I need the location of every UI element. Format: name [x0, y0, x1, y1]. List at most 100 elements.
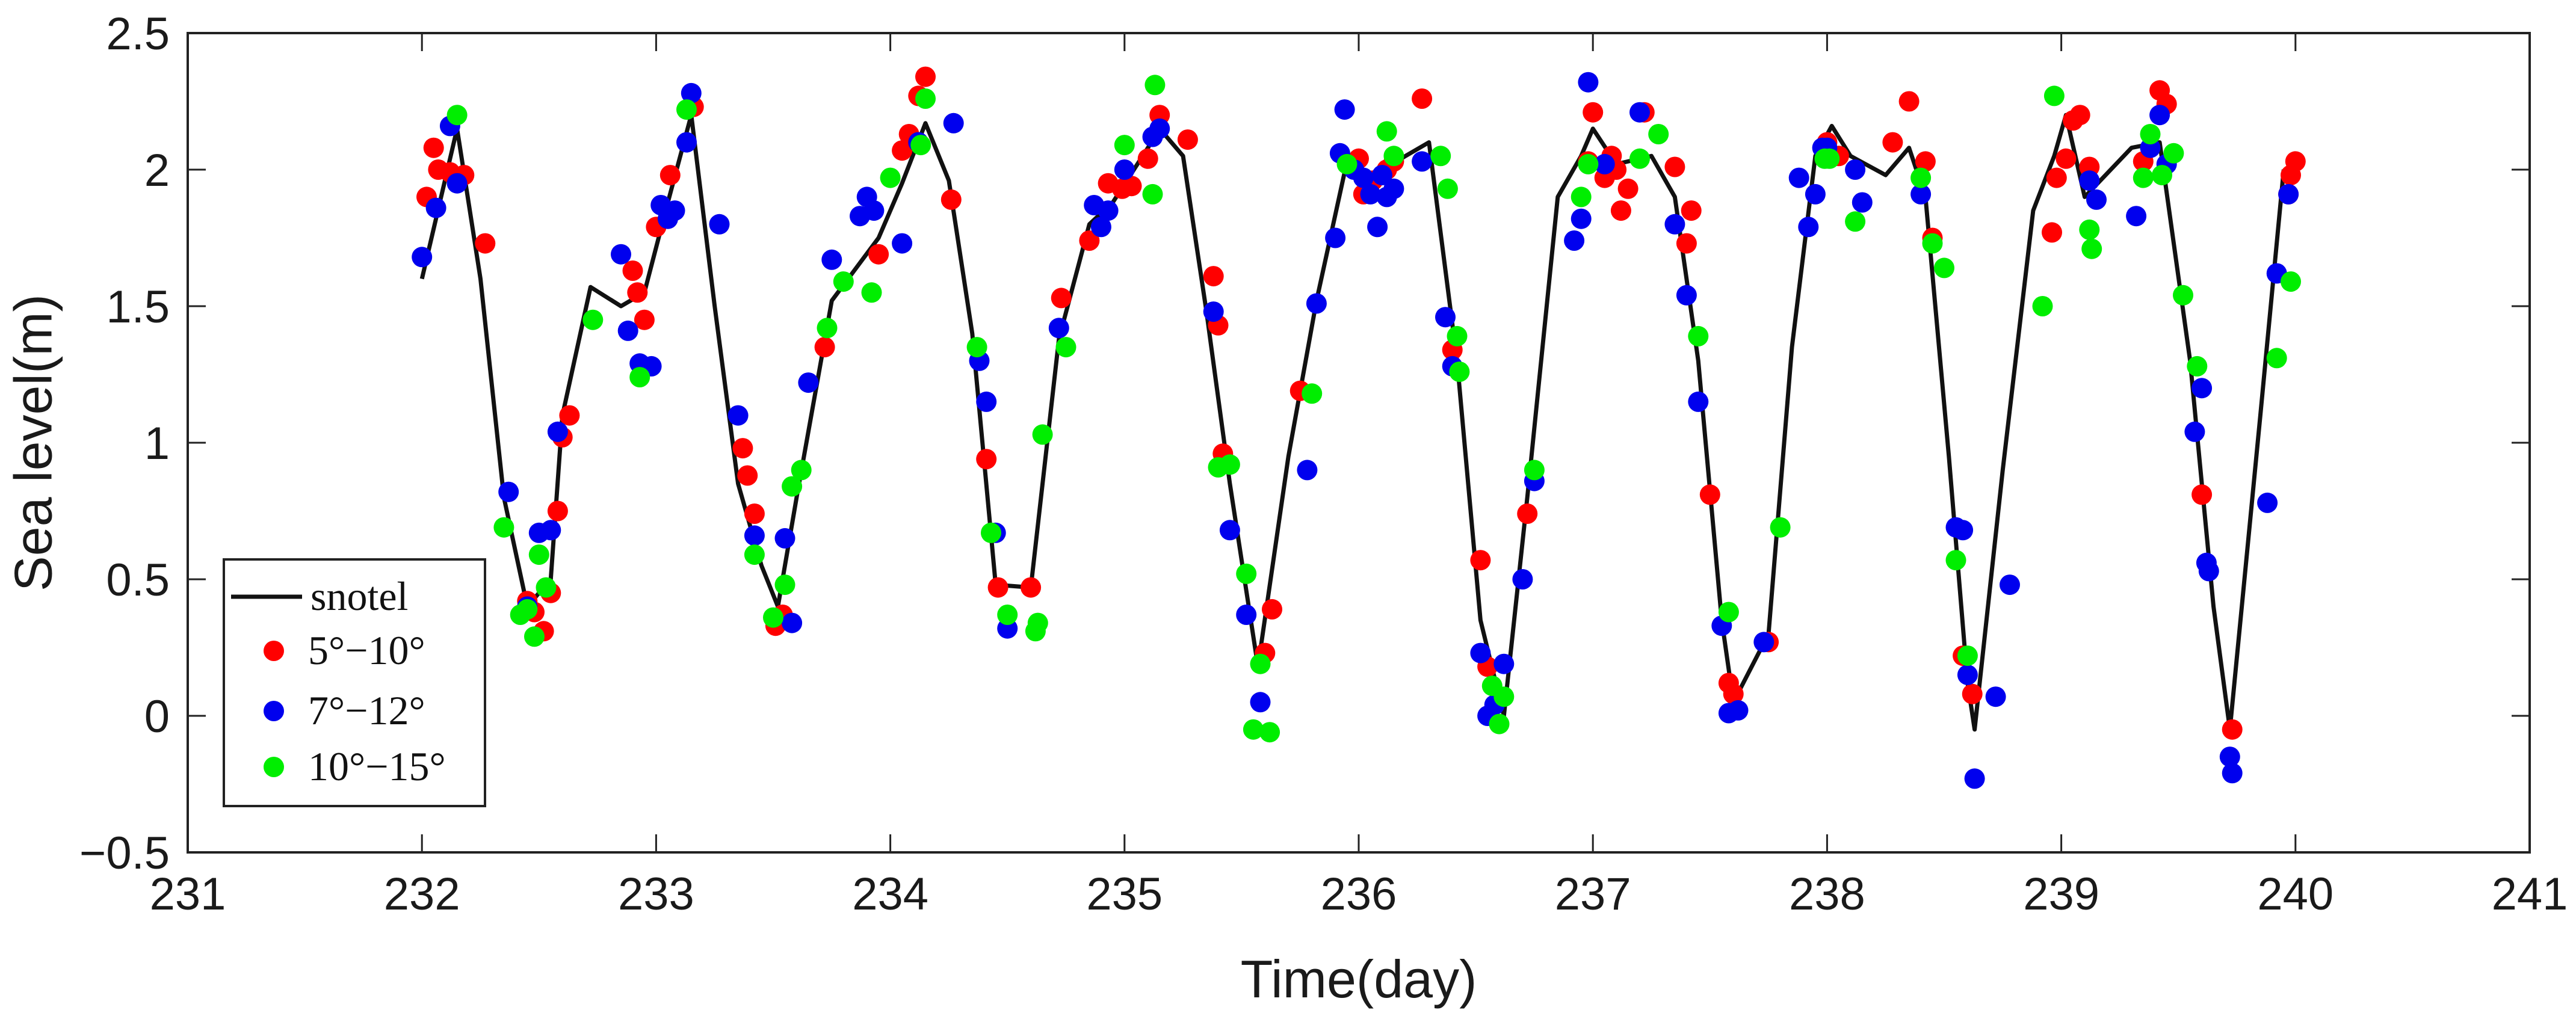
series-1-point	[892, 140, 913, 161]
series-1-point	[1664, 156, 1685, 177]
series-3-point	[1957, 645, 1978, 667]
series-1-point	[868, 244, 889, 265]
series-2-point	[1306, 293, 1327, 314]
series-2-point	[1236, 605, 1257, 625]
x-tick-label: 236	[1321, 869, 1397, 920]
series-2-point	[1334, 99, 1355, 120]
series-3-point	[1236, 563, 1257, 584]
series-3-point	[1250, 653, 1271, 674]
series-1-point	[627, 282, 648, 303]
series-3-point	[1922, 233, 1943, 254]
series-1-point	[915, 66, 936, 87]
x-tick-label: 234	[852, 869, 928, 920]
series-3-point	[1114, 135, 1135, 156]
legend-label-series-1: 5°−10°	[308, 627, 425, 673]
series-1-point	[1699, 484, 1720, 505]
series-1-point	[2042, 222, 2062, 243]
series-3-point	[861, 282, 882, 303]
series-3-point	[1383, 146, 1404, 167]
series-2-point	[2149, 105, 2170, 126]
series-2-point	[1297, 460, 1318, 481]
series-2-point	[1788, 167, 1809, 188]
series-2-point	[1805, 183, 1826, 205]
series-2-point	[2079, 170, 2100, 191]
series-2-point	[2126, 206, 2147, 227]
series-2-point	[1676, 285, 1697, 306]
series-2-point	[1629, 102, 1650, 123]
legend-box	[223, 558, 486, 807]
series-2-point	[2278, 183, 2299, 205]
series-1-point	[814, 337, 835, 358]
y-tick-label: 0	[144, 691, 170, 742]
series-3-point	[1688, 325, 1709, 346]
series-3-point	[782, 476, 803, 497]
series-3-point	[1718, 602, 1739, 623]
series-3-point	[2152, 165, 2172, 186]
series-2-point	[1852, 192, 1873, 213]
series-2-point	[2257, 492, 2278, 513]
series-2-point	[782, 612, 803, 633]
series-3-point	[1629, 148, 1650, 169]
series-3-point	[1489, 713, 1510, 734]
series-2-point	[892, 233, 913, 254]
x-tick-label: 239	[2023, 869, 2099, 920]
series-2-point	[1325, 227, 1346, 248]
series-3-point	[2163, 143, 2184, 164]
series-1-point	[2056, 148, 2077, 169]
series-1-point	[737, 465, 758, 486]
series-2-point	[863, 200, 885, 221]
series-1-point	[475, 233, 496, 254]
series-2-point	[1664, 214, 1685, 235]
y-tick-label: 0.5	[106, 555, 170, 606]
series-3-point	[1449, 362, 1470, 382]
series-1-point	[1177, 129, 1198, 150]
series-2-point	[412, 247, 433, 268]
series-2-point	[774, 528, 795, 549]
series-1-point	[1962, 683, 1983, 704]
series-1-point	[559, 405, 580, 426]
series-2-point	[1098, 200, 1119, 221]
series-2-point	[1493, 653, 1515, 674]
series-3-point	[1578, 153, 1599, 174]
x-axis-label: Time(day)	[1241, 949, 1477, 1009]
series-2-point	[1957, 664, 1978, 685]
series-2-point	[1688, 391, 1709, 412]
y-tick-label: 1	[144, 418, 170, 469]
series-3-point	[981, 522, 1001, 543]
series-2-point	[1435, 307, 1456, 328]
series-2-point	[446, 173, 468, 194]
series-1-point	[744, 503, 765, 524]
series-1-point	[1882, 132, 1903, 153]
series-3-point	[2266, 348, 2287, 369]
series-3-point	[1376, 121, 1397, 142]
series-3-point	[528, 544, 549, 565]
series-3-point	[1493, 686, 1515, 707]
series-3-point	[2079, 219, 2100, 240]
series-2-point	[1250, 692, 1271, 713]
series-1-point	[1898, 91, 1920, 112]
series-3-point	[1571, 186, 1592, 208]
series-2-point	[540, 520, 561, 541]
series-2-point	[664, 200, 685, 221]
series-3-point	[517, 599, 538, 620]
plot-frame	[187, 32, 2531, 854]
legend-label-series-2: 7°−12°	[308, 688, 425, 733]
series-1-point	[976, 449, 997, 470]
x-tick-label: 235	[1086, 869, 1163, 920]
series-3-point	[629, 367, 650, 387]
series-1-point	[1021, 577, 1042, 598]
series-2-point	[1594, 153, 1615, 174]
series-2-point	[1953, 520, 1974, 541]
x-tick-label: 240	[2257, 869, 2334, 920]
series-1-point	[1681, 200, 1702, 221]
series-2-point	[676, 132, 697, 153]
series-3-point	[1259, 722, 1280, 743]
series-2-point	[1753, 632, 1774, 653]
series-3-point	[1302, 383, 1323, 404]
series-2-point	[1578, 72, 1599, 93]
series-3-point	[2140, 124, 2161, 144]
legend-swatch-series-3	[264, 757, 284, 777]
x-tick-label: 233	[618, 869, 694, 920]
series-3-point	[915, 88, 936, 109]
series-1-point	[2222, 719, 2243, 740]
